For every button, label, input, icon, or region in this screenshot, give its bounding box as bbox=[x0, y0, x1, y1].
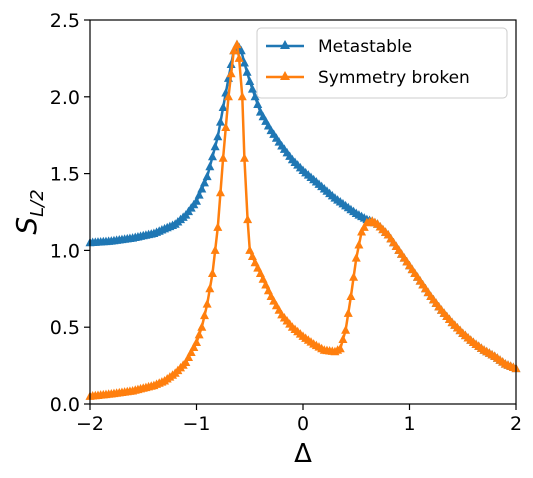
data-point-symmetry-broken bbox=[184, 352, 194, 362]
x-axis-ticks: −2 −1 0 1 2 bbox=[76, 404, 522, 435]
data-point-symmetry-broken bbox=[218, 153, 228, 162]
data-point-metastable bbox=[197, 183, 207, 193]
data-point-metastable bbox=[250, 91, 260, 101]
legend-marker-symmetry-broken bbox=[280, 71, 290, 80]
data-point-symmetry-broken bbox=[255, 268, 265, 277]
data-point-metastable bbox=[205, 161, 215, 171]
data-point-symmetry-broken bbox=[229, 45, 239, 55]
data-point-symmetry-broken bbox=[343, 308, 353, 317]
data-point-symmetry-broken bbox=[338, 334, 348, 343]
data-point-symmetry-broken bbox=[215, 187, 225, 197]
data-point-symmetry-broken bbox=[237, 91, 247, 101]
data-point-metastable bbox=[199, 177, 209, 187]
x-tick-label: 0 bbox=[297, 413, 309, 435]
data-point-symmetry-broken bbox=[186, 347, 196, 357]
data-point-metastable bbox=[194, 190, 204, 199]
data-point-symmetry-broken bbox=[205, 283, 215, 293]
data-point-metastable bbox=[253, 99, 263, 108]
data-point-symmetry-broken bbox=[232, 39, 242, 49]
data-point-symmetry-broken bbox=[359, 222, 369, 231]
data-point-symmetry-broken bbox=[245, 245, 255, 254]
x-tick-label: 1 bbox=[403, 413, 415, 435]
data-point-symmetry-broken bbox=[357, 226, 367, 236]
data-point-symmetry-broken bbox=[261, 279, 271, 289]
data-point-metastable bbox=[202, 171, 212, 181]
data-point-symmetry-broken bbox=[199, 310, 209, 320]
x-tick-label: 2 bbox=[510, 413, 522, 435]
data-point-symmetry-broken bbox=[234, 53, 244, 62]
data-point-symmetry-broken bbox=[349, 272, 359, 281]
data-point-metastable bbox=[207, 151, 217, 161]
data-point-symmetry-broken bbox=[354, 240, 364, 249]
data-point-symmetry-broken bbox=[335, 343, 345, 353]
data-point-symmetry-broken bbox=[202, 299, 212, 308]
y-tick-label: 2.0 bbox=[50, 87, 80, 109]
data-point-symmetry-broken bbox=[210, 245, 220, 254]
data-point-symmetry-broken bbox=[247, 251, 257, 261]
y-tick-label: 2.5 bbox=[50, 10, 80, 32]
y-tick-label: 0.0 bbox=[50, 394, 80, 416]
data-point-metastable bbox=[192, 196, 201, 205]
data-point-metastable bbox=[245, 76, 255, 85]
data-point-symmetry-broken bbox=[258, 274, 268, 283]
legend: Metastable Symmetry broken bbox=[256, 27, 508, 99]
data-point-symmetry-broken bbox=[346, 291, 356, 300]
y-axis-label-main: S bbox=[10, 217, 43, 235]
data-point-symmetry-broken bbox=[351, 253, 361, 262]
data-point-symmetry-broken bbox=[192, 337, 201, 347]
data-point-symmetry-broken bbox=[207, 268, 217, 277]
data-point-symmetry-broken bbox=[223, 91, 233, 101]
data-point-symmetry-broken bbox=[243, 214, 253, 224]
x-axis-label: Δ bbox=[294, 439, 312, 469]
series-symmetry-broken bbox=[85, 39, 521, 400]
data-point-symmetry-broken bbox=[341, 325, 351, 334]
data-point-metastable bbox=[213, 131, 223, 141]
legend-label-metastable: Metastable bbox=[318, 37, 412, 57]
data-point-symmetry-broken bbox=[194, 329, 204, 339]
data-point-metastable bbox=[239, 58, 249, 67]
data-point-symmetry-broken bbox=[197, 322, 207, 331]
data-point-metastable bbox=[215, 117, 225, 126]
x-tick-label: −2 bbox=[76, 413, 104, 435]
y-axis-ticks: 0.0 0.5 1.0 1.5 2.0 2.5 bbox=[50, 10, 90, 416]
data-point-symmetry-broken bbox=[221, 122, 231, 132]
series-layer bbox=[85, 39, 521, 400]
y-tick-label: 1.5 bbox=[50, 164, 80, 186]
data-point-metastable bbox=[210, 141, 220, 151]
y-tick-label: 0.5 bbox=[50, 317, 80, 339]
y-tick-label: 1.0 bbox=[50, 240, 80, 262]
data-point-metastable bbox=[242, 67, 252, 76]
data-point-symmetry-broken bbox=[263, 285, 273, 295]
data-point-metastable bbox=[247, 84, 257, 93]
legend-label-symmetry-broken: Symmetry broken bbox=[318, 68, 470, 88]
data-point-symmetry-broken bbox=[189, 342, 199, 352]
x-tick-label: −1 bbox=[182, 413, 210, 435]
y-axis-label: SL/2 bbox=[10, 189, 48, 234]
data-point-symmetry-broken bbox=[181, 357, 191, 367]
legend-box bbox=[256, 27, 508, 99]
y-axis-label-sub: L/2 bbox=[27, 189, 48, 217]
data-point-metastable bbox=[218, 102, 228, 112]
data-point-symmetry-broken bbox=[226, 68, 236, 78]
data-point-symmetry-broken bbox=[213, 222, 223, 231]
legend-marker-metastable bbox=[280, 40, 290, 49]
data-point-symmetry-broken bbox=[239, 153, 249, 162]
